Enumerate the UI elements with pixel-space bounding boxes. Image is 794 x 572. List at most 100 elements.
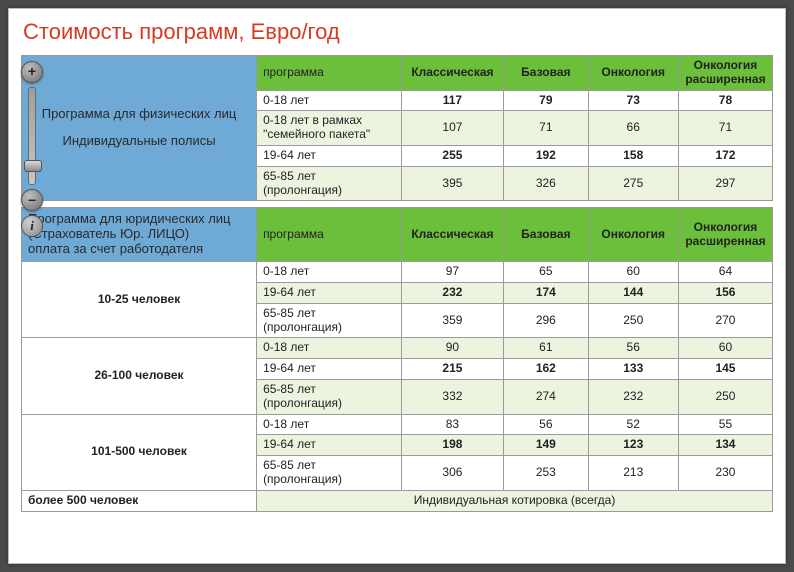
row-label: 19-64 лет [257,359,402,380]
table-header-row: Программа для физических лиц Индивидуаль… [22,56,773,91]
cell: 359 [401,303,503,338]
cell: 149 [504,435,588,456]
table-row: 26-100 человек 0-18 лет 90 61 56 60 [22,338,773,359]
zoom-control: + – i [21,61,43,237]
cell: 117 [401,90,503,111]
row-label: 0-18 лет [257,90,402,111]
cell: 395 [401,166,503,201]
row-label: 0-18 лет [257,338,402,359]
col-header: Классическая [401,208,503,262]
t2-title-l3: оплата за счет работодателя [28,242,250,257]
cell: 270 [678,303,772,338]
cell: 192 [504,145,588,166]
col-header: Базовая [504,56,588,91]
pricing-table-individuals: Программа для физических лиц Индивидуаль… [21,55,773,201]
cell: 123 [588,435,678,456]
footer-left: более 500 человек [22,490,257,511]
cell: 232 [401,282,503,303]
cell: 107 [401,111,503,146]
cell: 296 [504,303,588,338]
cell: 65 [504,262,588,283]
cell: 145 [678,359,772,380]
t2-title-l2: (Страхователь Юр. ЛИЦО) [28,227,250,242]
col-header: Онкология расширенная [678,56,772,91]
cell: 232 [588,379,678,414]
row-label: 65-85 лет (пролонгация) [257,456,402,491]
cell: 78 [678,90,772,111]
cell: 274 [504,379,588,414]
table1-left-line1: Программа для физических лиц [28,107,250,122]
row-label: 19-64 лет [257,282,402,303]
cell: 174 [504,282,588,303]
pricing-table-corporate: Программа для юридических лиц (Страховат… [21,207,773,511]
zoom-out-button[interactable]: – [21,189,43,211]
cell: 134 [678,435,772,456]
table1-left-header: Программа для физических лиц Индивидуаль… [22,56,257,201]
cell: 55 [678,414,772,435]
cell: 60 [588,262,678,283]
cell: 156 [678,282,772,303]
cell: 133 [588,359,678,380]
cell: 275 [588,166,678,201]
cell: 253 [504,456,588,491]
page-title: Стоимость программ, Евро/год [23,19,773,45]
table2-left-header: Программа для юридических лиц (Страховат… [22,208,257,262]
cell: 162 [504,359,588,380]
row-label: 0-18 лет [257,414,402,435]
group-name: 26-100 человек [22,338,257,414]
row-label: 0-18 лет в рамках "семейного пакета" [257,111,402,146]
footer-right: Индивидуальная котировка (всегда) [257,490,773,511]
cell: 73 [588,90,678,111]
group-name: 10-25 человек [22,262,257,338]
col-header: Онкология расширенная [678,208,772,262]
zoom-in-button[interactable]: + [21,61,43,83]
col-header: Онкология [588,56,678,91]
cell: 198 [401,435,503,456]
cell: 60 [678,338,772,359]
zoom-slider-track[interactable] [28,87,36,185]
cell: 326 [504,166,588,201]
cell: 56 [588,338,678,359]
cell: 61 [504,338,588,359]
cell: 158 [588,145,678,166]
cell: 71 [678,111,772,146]
row-label: 65-85 лет (пролонгация) [257,303,402,338]
zoom-info-button[interactable]: i [21,215,43,237]
table1-left-line2: Индивидуальные полисы [28,134,250,149]
cell: 52 [588,414,678,435]
cell: 83 [401,414,503,435]
cell: 64 [678,262,772,283]
cell: 297 [678,166,772,201]
table-header-row: Программа для юридических лиц (Страховат… [22,208,773,262]
cell: 332 [401,379,503,414]
group-name: 101-500 человек [22,414,257,490]
table-footer-row: более 500 человек Индивидуальная котиров… [22,490,773,511]
cell: 255 [401,145,503,166]
cell: 215 [401,359,503,380]
row-label: 65-85 лет (пролонгация) [257,379,402,414]
cell: 97 [401,262,503,283]
row-label: 19-64 лет [257,435,402,456]
cell: 90 [401,338,503,359]
document-page: Стоимость программ, Евро/год + – i Прогр… [8,8,786,564]
col-header: Базовая [504,208,588,262]
table-row: 101-500 человек 0-18 лет 83 56 52 55 [22,414,773,435]
zoom-slider-handle[interactable] [24,160,42,172]
cell: 306 [401,456,503,491]
col-header-program: программа [257,56,402,91]
row-label: 65-85 лет (пролонгация) [257,166,402,201]
row-label: 0-18 лет [257,262,402,283]
col-header: Классическая [401,56,503,91]
cell: 250 [678,379,772,414]
cell: 66 [588,111,678,146]
cell: 250 [588,303,678,338]
cell: 213 [588,456,678,491]
cell: 172 [678,145,772,166]
cell: 71 [504,111,588,146]
cell: 144 [588,282,678,303]
table-row: 10-25 человек 0-18 лет 97 65 60 64 [22,262,773,283]
t2-title-l1: Программа для юридических лиц [28,212,250,227]
cell: 56 [504,414,588,435]
cell: 79 [504,90,588,111]
col-header-program: программа [257,208,402,262]
